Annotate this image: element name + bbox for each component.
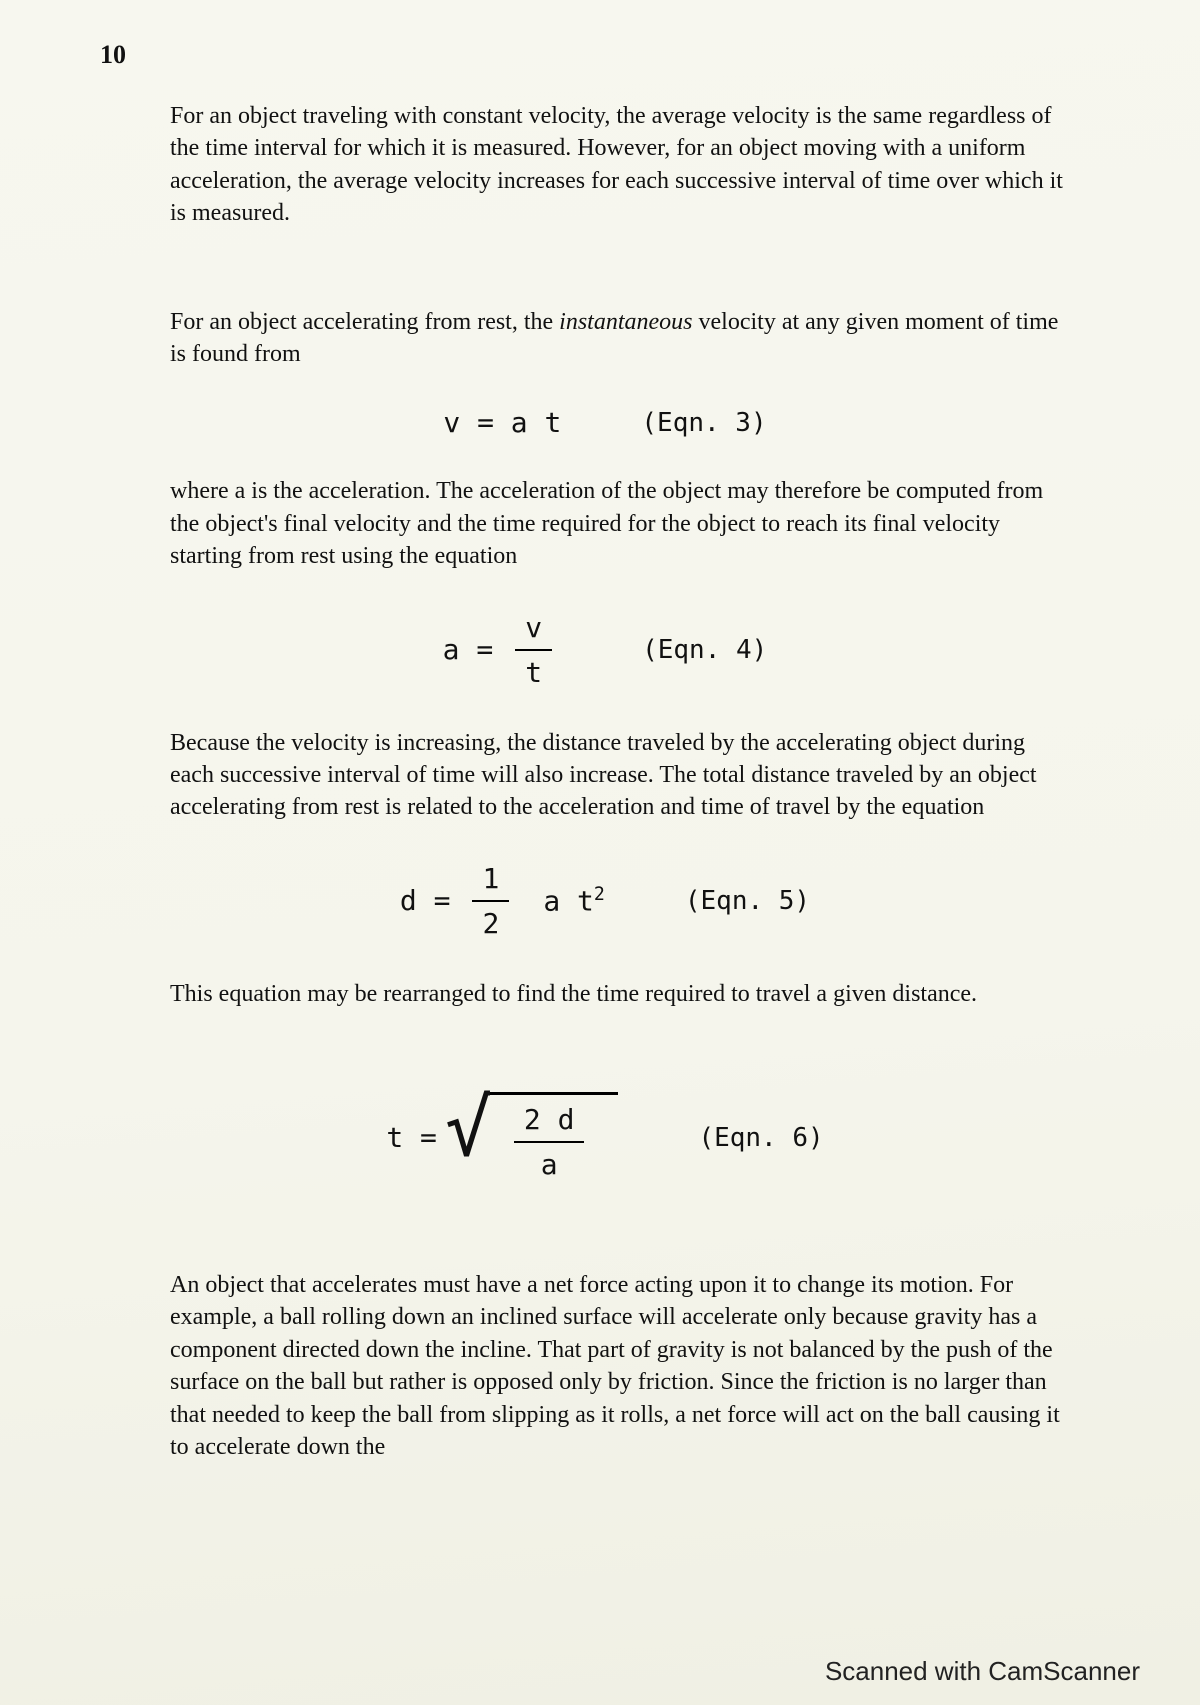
eqn5-tail-sup: 2 bbox=[594, 884, 605, 905]
eqn6-fraction: 2 d a bbox=[514, 1101, 585, 1183]
eqn5-num: 1 bbox=[472, 860, 509, 897]
page: 10 For an object traveling with constant… bbox=[0, 0, 1200, 1705]
eqn3-expr: v = a t bbox=[443, 406, 561, 439]
sqrt: √ 2 d a bbox=[445, 1092, 619, 1183]
paragraph-2: For an object accelerating from rest, th… bbox=[170, 306, 1070, 371]
spacer bbox=[100, 266, 1110, 306]
equation-4: a = v t (Eqn. 4) bbox=[100, 609, 1110, 691]
eqn6-den: a bbox=[531, 1146, 568, 1183]
eqn4-lhs: a = bbox=[443, 633, 494, 666]
paragraph-4: Because the velocity is increasing, the … bbox=[170, 727, 1070, 824]
eqn5-tail: a t2 bbox=[543, 884, 605, 917]
eqn6-expr: t = √ 2 d a bbox=[386, 1092, 618, 1183]
eqn5-label: (Eqn. 5) bbox=[685, 886, 810, 916]
equation-3: v = a t (Eqn. 3) bbox=[100, 406, 1110, 439]
paragraph-1: For an object traveling with constant ve… bbox=[170, 100, 1070, 230]
eqn4-fraction: v t bbox=[515, 609, 552, 691]
eqn5-expr: d = 1 2 a t2 bbox=[400, 860, 605, 942]
sqrt-sign-icon: √ bbox=[445, 1098, 492, 1189]
eqn5-tail-base: a t bbox=[543, 884, 594, 917]
eqn6-num: 2 d bbox=[514, 1101, 585, 1138]
equation-6: t = √ 2 d a (Eqn. 6) bbox=[100, 1092, 1110, 1183]
spacer bbox=[100, 1219, 1110, 1269]
equation-5: d = 1 2 a t2 (Eqn. 5) bbox=[100, 860, 1110, 942]
fraction-bar bbox=[515, 649, 552, 651]
eqn5-fraction: 1 2 bbox=[472, 860, 509, 942]
paragraph-6: An object that accelerates must have a n… bbox=[170, 1269, 1070, 1463]
fraction-bar bbox=[472, 900, 509, 902]
scan-credit: Scanned with CamScanner bbox=[825, 1656, 1140, 1687]
eqn4-num: v bbox=[515, 609, 552, 646]
paragraph-5: This equation may be rearranged to find … bbox=[170, 978, 1070, 1010]
eqn6-label: (Eqn. 6) bbox=[698, 1123, 823, 1153]
eqn5-lhs: d = bbox=[400, 884, 451, 917]
para2-text-a: For an object accelerating from rest, th… bbox=[170, 309, 559, 335]
fraction-bar bbox=[514, 1141, 585, 1143]
eqn4-label: (Eqn. 4) bbox=[642, 635, 767, 665]
page-number: 10 bbox=[100, 40, 1110, 70]
eqn5-den: 2 bbox=[472, 905, 509, 942]
eqn6-lhs: t = bbox=[386, 1121, 437, 1154]
spacer bbox=[100, 1046, 1110, 1076]
paragraph-3: where a is the acceleration. The acceler… bbox=[170, 475, 1070, 572]
eqn3-label: (Eqn. 3) bbox=[641, 408, 766, 438]
para2-em: instantaneous bbox=[559, 309, 692, 335]
eqn4-expr: a = v t bbox=[443, 609, 562, 691]
sqrt-body: 2 d a bbox=[486, 1092, 619, 1183]
eqn4-den: t bbox=[515, 654, 552, 691]
